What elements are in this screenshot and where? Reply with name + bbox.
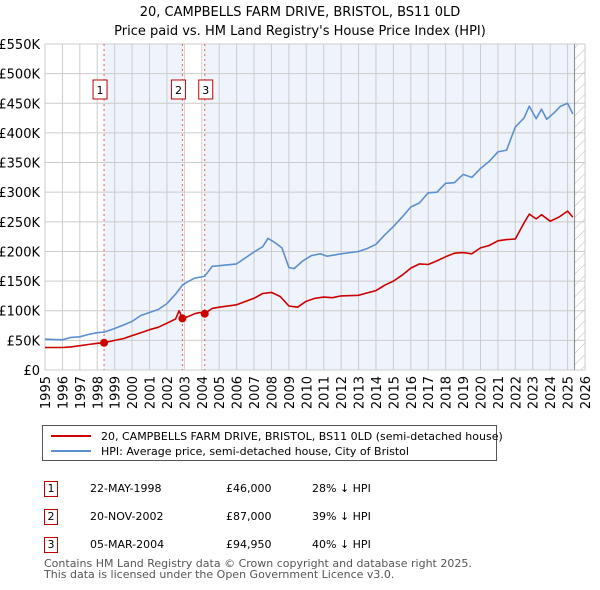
legend-label-hpi: HPI: Average price, semi-detached house,… — [101, 444, 409, 458]
x-tick-label: 2019 — [457, 376, 472, 409]
x-tick-label: 2016 — [405, 376, 420, 409]
legend-swatch-hpi — [51, 450, 91, 452]
x-tick-label: 2001 — [144, 376, 159, 409]
sale-marker-label: 2 — [175, 84, 182, 97]
x-tick-label: 2004 — [196, 376, 211, 409]
x-tick-label: 1997 — [74, 376, 89, 409]
transaction-marker: 3 — [44, 537, 58, 553]
x-tick-label: 2011 — [318, 376, 333, 409]
sale-marker-label: 1 — [97, 84, 104, 97]
legend-item-property: 20, CAMPBELLS FARM DRIVE, BRISTOL, BS11 … — [51, 429, 503, 443]
y-tick-label: £50K — [7, 334, 41, 349]
y-tick-label: £0 — [23, 364, 40, 379]
y-tick-label: £200K — [0, 245, 40, 260]
x-tick-label: 1996 — [56, 376, 71, 409]
transaction-date: 20-NOV-2002 — [90, 510, 164, 523]
x-tick-label: 2014 — [370, 376, 385, 409]
x-tick-label: 2015 — [387, 376, 402, 409]
property-price-line — [45, 210, 574, 349]
x-tick-label: 2012 — [335, 376, 350, 409]
x-tick-label: 2017 — [422, 376, 437, 409]
chart-legend: 20, CAMPBELLS FARM DRIVE, BRISTOL, BS11 … — [42, 425, 503, 461]
x-tick-label: 2003 — [178, 376, 193, 409]
transaction-hpi-diff: 39% ↓ HPI — [312, 510, 371, 523]
x-tick-label: 2008 — [265, 376, 280, 409]
x-tick-label: 2023 — [527, 376, 542, 409]
x-tick-label: 2013 — [353, 376, 368, 409]
x-tick-label: 2021 — [492, 376, 507, 409]
sale-marker-1: 1 — [92, 79, 108, 100]
chart-title: 20, CAMPBELLS FARM DRIVE, BRISTOL, BS11 … — [139, 5, 461, 20]
transaction-hpi-diff: 40% ↓ HPI — [312, 538, 371, 551]
x-tick-label: 1995 — [39, 376, 54, 409]
x-tick-label: 2000 — [126, 376, 141, 409]
sale-marker-2: 2 — [170, 79, 186, 100]
forecast-hatch — [574, 44, 585, 370]
hpi-line — [44, 102, 574, 341]
transaction-price: £87,000 — [226, 510, 272, 523]
x-tick-label: 2020 — [474, 376, 489, 409]
x-tick-label: 2002 — [161, 376, 176, 409]
transaction-date: 05-MAR-2004 — [90, 538, 165, 551]
x-tick-label: 2025 — [562, 376, 577, 409]
chart-subtitle: Price paid vs. HM Land Registry's House … — [114, 24, 486, 39]
y-tick-label: £450K — [0, 97, 40, 112]
y-tick-label: £150K — [0, 275, 40, 290]
footer-line-1: Contains HM Land Registry data © Crown c… — [44, 557, 472, 570]
sale-marker-box — [92, 79, 108, 100]
x-tick-label: 1998 — [91, 376, 106, 409]
y-tick-label: £400K — [0, 127, 40, 142]
legend-item-hpi: HPI: Average price, semi-detached house,… — [51, 444, 409, 458]
legend-swatch-property — [51, 435, 91, 437]
x-tick-label: 2018 — [440, 376, 455, 409]
sale-marker-box — [198, 79, 214, 100]
ownership-shade — [204, 44, 575, 370]
transaction-price: £94,950 — [226, 538, 272, 551]
transaction-marker: 2 — [44, 509, 58, 525]
transaction-marker: 1 — [44, 481, 58, 497]
transaction-hpi-diff: 28% ↓ HPI — [312, 482, 371, 495]
transaction-date: 22-MAY-1998 — [90, 482, 162, 495]
sale-point — [178, 314, 187, 323]
x-tick-label: 2006 — [231, 376, 246, 409]
x-tick-label: 2024 — [544, 376, 559, 409]
x-tick-label: 2022 — [509, 376, 524, 409]
price-chart: £0 £50K £100K £150K £200K £250K £300K £350K £400… — [0, 38, 594, 409]
sale-marker-box — [170, 79, 186, 100]
y-tick-label: £100K — [0, 305, 40, 320]
sale-marker-3: 3 — [198, 79, 214, 100]
sale-point — [200, 309, 209, 318]
y-tick-label: £350K — [0, 157, 40, 172]
copyright-footer: Contains HM Land Registry data © Crown c… — [44, 558, 472, 580]
y-tick-label: £300K — [0, 186, 40, 201]
sale-marker-label: 3 — [202, 84, 209, 97]
x-tick-label: 2026 — [579, 376, 594, 409]
ownership-shade — [104, 44, 183, 370]
y-tick-label: £550K — [0, 38, 40, 53]
sale-point — [100, 338, 109, 347]
x-tick-label: 2009 — [283, 376, 298, 409]
y-tick-label: £500K — [0, 68, 40, 83]
x-tick-label: 2007 — [248, 376, 263, 409]
x-tick-label: 2005 — [213, 376, 228, 409]
x-tick-label: 1999 — [109, 376, 124, 409]
transaction-price: £46,000 — [226, 482, 272, 495]
footer-line-2: This data is licensed under the Open Gov… — [44, 568, 395, 581]
x-tick-label: 2010 — [300, 376, 315, 409]
y-tick-label: £250K — [0, 216, 40, 231]
legend-label-property: 20, CAMPBELLS FARM DRIVE, BRISTOL, BS11 … — [101, 429, 503, 443]
